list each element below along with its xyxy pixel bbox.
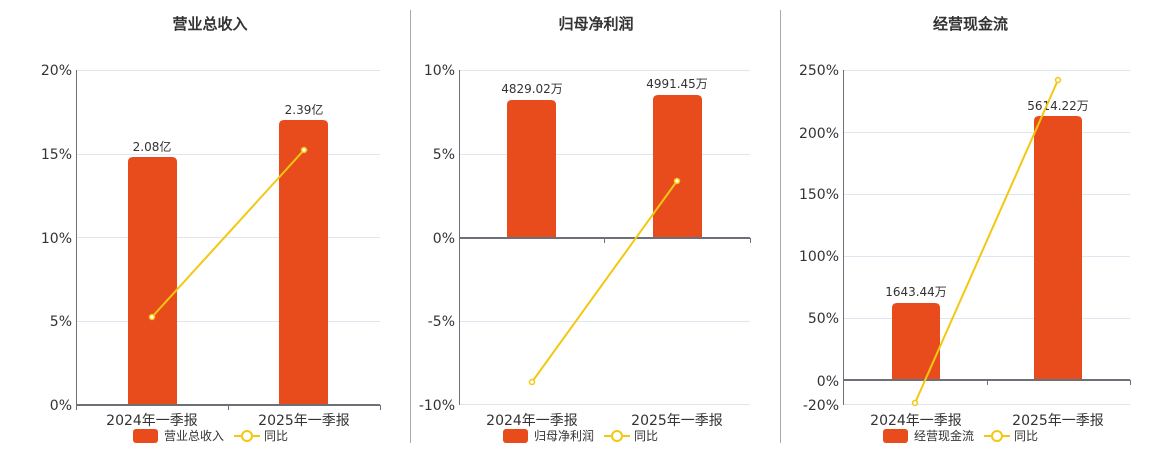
y-tick-label: 20% — [41, 63, 72, 79]
line-series — [911, 76, 1062, 407]
bar-value-label: 5614.22万 — [1027, 99, 1089, 113]
bar-value-label: 4991.45万 — [646, 77, 708, 91]
bar-value-labels: 4829.02万 4991.45万 — [501, 77, 708, 96]
bar[interactable] — [507, 100, 556, 238]
y-axis-labels: 10% 5% 0% -5% -10% — [419, 63, 455, 414]
legend-bar-swatch[interactable] — [883, 428, 908, 443]
legend: 归母净利润 同比 — [503, 427, 658, 444]
chart-canvas: 10% 5% 0% -5% -10% 4829.02万 4991.45万 202… — [419, 63, 751, 429]
y-tick-label: 10% — [41, 231, 72, 247]
chart-panel-net-profit: 归母净利润 10% 5% 0% -5% -10% 4829.02万 4991.4… — [411, 0, 781, 450]
chart-title: 归母净利润 — [558, 15, 634, 33]
bar-value-label: 1643.44万 — [885, 285, 947, 299]
y-tick-label: 200% — [799, 126, 839, 142]
legend-line-label[interactable]: 同比 — [1014, 429, 1039, 443]
y-tick-label: -20% — [803, 398, 839, 414]
x-axis — [843, 379, 1131, 385]
x-tick-label: 2025年一季报 — [631, 413, 723, 429]
x-axis — [76, 404, 381, 410]
x-axis-labels: 2024年一季报 2025年一季报 — [106, 413, 350, 429]
legend-line-label[interactable]: 同比 — [264, 429, 289, 443]
x-tick-label: 2024年一季报 — [486, 413, 578, 429]
x-axis-labels: 2024年一季报 2025年一季报 — [486, 413, 723, 429]
y-tick-label: 50% — [808, 311, 839, 327]
legend-line-label[interactable]: 同比 — [634, 429, 659, 443]
legend-line-icon[interactable] — [234, 429, 261, 443]
y-tick-label: 15% — [41, 147, 72, 163]
bar-value-label: 4829.02万 — [501, 82, 563, 96]
bar-series — [892, 116, 1082, 380]
legend-line-icon[interactable] — [604, 429, 631, 443]
bar[interactable] — [653, 95, 702, 238]
y-tick-label: 0% — [433, 231, 455, 247]
y-tick-label: -10% — [419, 398, 455, 414]
legend-line-icon[interactable] — [984, 429, 1011, 443]
panel-separator — [780, 10, 781, 443]
x-tick-label: 2024年一季报 — [106, 413, 198, 429]
bar[interactable] — [1034, 116, 1082, 380]
bar-series — [507, 95, 702, 238]
line-point[interactable] — [148, 313, 156, 321]
y-axis-labels: 250% 200% 150% 100% 50% 0% -20% — [799, 63, 839, 414]
x-axis — [459, 237, 751, 243]
x-axis-labels: 2024年一季报 2025年一季报 — [870, 413, 1104, 429]
bar-value-labels: 2.08亿 2.39亿 — [133, 102, 324, 154]
y-tick-label: 5% — [50, 314, 72, 330]
line-point[interactable] — [1054, 76, 1062, 84]
legend-bar-label[interactable]: 经营现金流 — [914, 429, 975, 443]
line-point[interactable] — [911, 399, 919, 407]
y-tick-label: 0% — [817, 374, 839, 390]
bar-series — [128, 120, 328, 405]
legend-bar-label[interactable]: 营业总收入 — [164, 429, 225, 443]
chart-canvas: 250% 200% 150% 100% 50% 0% -20% 1643.44万… — [799, 63, 1131, 429]
panel-separator — [410, 10, 411, 443]
line-point[interactable] — [300, 146, 308, 154]
y-tick-label: 100% — [799, 249, 839, 265]
grid-lines — [843, 70, 1130, 405]
grid-lines — [76, 70, 380, 322]
y-tick-label: 250% — [799, 63, 839, 79]
line-point[interactable] — [673, 177, 681, 185]
chart-canvas: 20% 15% 10% 5% 0% 2.08亿 2.39亿 2024年一季报 2… — [41, 63, 381, 429]
legend-bar-label[interactable]: 归母净利润 — [534, 429, 595, 443]
legend: 营业总收入 同比 — [133, 427, 288, 444]
legend-bar-swatch[interactable] — [503, 428, 528, 443]
y-tick-label: 5% — [433, 147, 455, 163]
chart-panel-revenue: 营业总收入 20% 15% 10% 5% 0% 2.08亿 2.39亿 — [0, 0, 410, 450]
chart-title: 经营现金流 — [932, 15, 1008, 33]
y-tick-label: 0% — [50, 398, 72, 414]
bar-value-labels: 1643.44万 5614.22万 — [885, 99, 1089, 299]
line-series — [148, 146, 308, 321]
x-tick-label: 2025年一季报 — [258, 413, 350, 429]
line-point[interactable] — [528, 378, 536, 386]
y-tick-label: 150% — [799, 187, 839, 203]
x-tick-label: 2025年一季报 — [1012, 413, 1104, 429]
y-tick-label: 10% — [424, 63, 455, 79]
legend-bar-swatch[interactable] — [133, 428, 158, 443]
bar-value-label: 2.39亿 — [285, 102, 324, 117]
legend: 经营现金流 同比 — [883, 427, 1038, 444]
bar-value-label: 2.08亿 — [133, 139, 172, 154]
line-series — [528, 177, 681, 386]
bar[interactable] — [279, 120, 328, 405]
chart-panel-operating-cash-flow: 经营现金流 250% 200% 150% 100% 50% 0% -20% 16… — [781, 0, 1160, 450]
chart-title: 营业总收入 — [172, 15, 248, 33]
y-axis-labels: 20% 15% 10% 5% 0% — [41, 63, 72, 414]
x-tick-label: 2024年一季报 — [870, 413, 962, 429]
bar[interactable] — [128, 157, 177, 405]
bar[interactable] — [892, 303, 940, 380]
y-tick-label: -5% — [428, 314, 455, 330]
